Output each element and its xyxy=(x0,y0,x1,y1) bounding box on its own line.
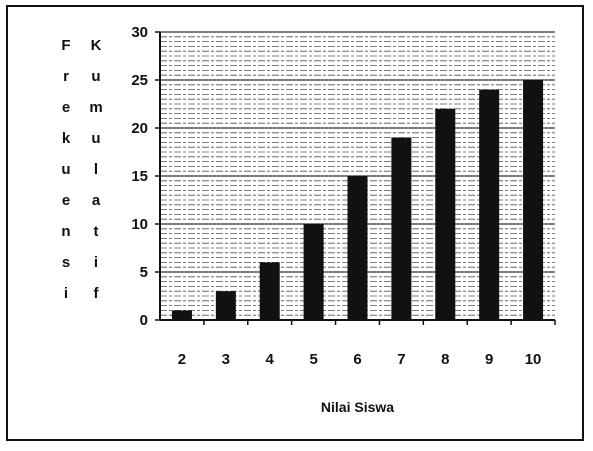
x-tick-label: 10 xyxy=(525,351,542,368)
y-tick-labels: 0 5 10 15 20 25 30 xyxy=(131,24,148,329)
y-axis-label-letter: n xyxy=(61,223,70,240)
y-axis-label-letter: u xyxy=(91,68,100,85)
y-tick-label: 15 xyxy=(131,168,148,185)
y-tick-label: 25 xyxy=(131,72,148,89)
x-tick-label: 4 xyxy=(266,351,275,368)
y-axis-label-letter: s xyxy=(62,254,70,271)
y-axis-label-letter: k xyxy=(62,130,71,147)
y-tick-label: 30 xyxy=(131,24,148,41)
x-tick-label: 3 xyxy=(222,351,230,368)
y-axis-label-letter: i xyxy=(64,285,68,302)
y-axis-label-letter: u xyxy=(91,130,100,147)
bar xyxy=(347,176,368,320)
y-axis-label-letter: F xyxy=(61,37,70,54)
y-axis-label-letter: u xyxy=(61,161,70,178)
x-tick-label: 5 xyxy=(309,351,317,368)
y-axis-label-letter: m xyxy=(89,99,102,116)
bar xyxy=(523,80,544,320)
y-axis-label-letter: a xyxy=(92,192,101,209)
bar xyxy=(171,310,192,320)
bar xyxy=(479,89,500,320)
x-tick-label: 9 xyxy=(485,351,493,368)
y-axis-label-letter: l xyxy=(94,161,98,178)
x-axis-label: Nilai Siswa xyxy=(321,399,394,415)
y-axis-label-letter: e xyxy=(62,99,70,116)
y-axis-label-letter: K xyxy=(91,37,102,54)
bar xyxy=(391,137,412,320)
bars xyxy=(171,80,544,320)
bar xyxy=(435,108,456,320)
x-tick-label: 8 xyxy=(441,351,449,368)
y-axis-label-letter: t xyxy=(94,223,99,240)
bar xyxy=(215,291,236,320)
y-tick-label: 5 xyxy=(140,264,148,281)
y-tick-label: 20 xyxy=(131,120,148,137)
x-tick-label: 2 xyxy=(178,351,186,368)
y-tick-label: 10 xyxy=(131,216,148,233)
y-axis-label-letter: r xyxy=(63,68,69,85)
x-tick-label: 7 xyxy=(397,351,405,368)
y-axis-label-letter: i xyxy=(94,254,98,271)
x-tick-labels: 2 3 4 5 6 7 8 9 10 xyxy=(178,351,542,368)
y-tick-label: 0 xyxy=(140,312,148,329)
bar xyxy=(303,224,324,320)
y-axis-label-letter: e xyxy=(62,192,70,209)
x-tick-label: 6 xyxy=(353,351,361,368)
bar xyxy=(259,262,280,320)
y-axis-label-letter: f xyxy=(94,285,100,302)
